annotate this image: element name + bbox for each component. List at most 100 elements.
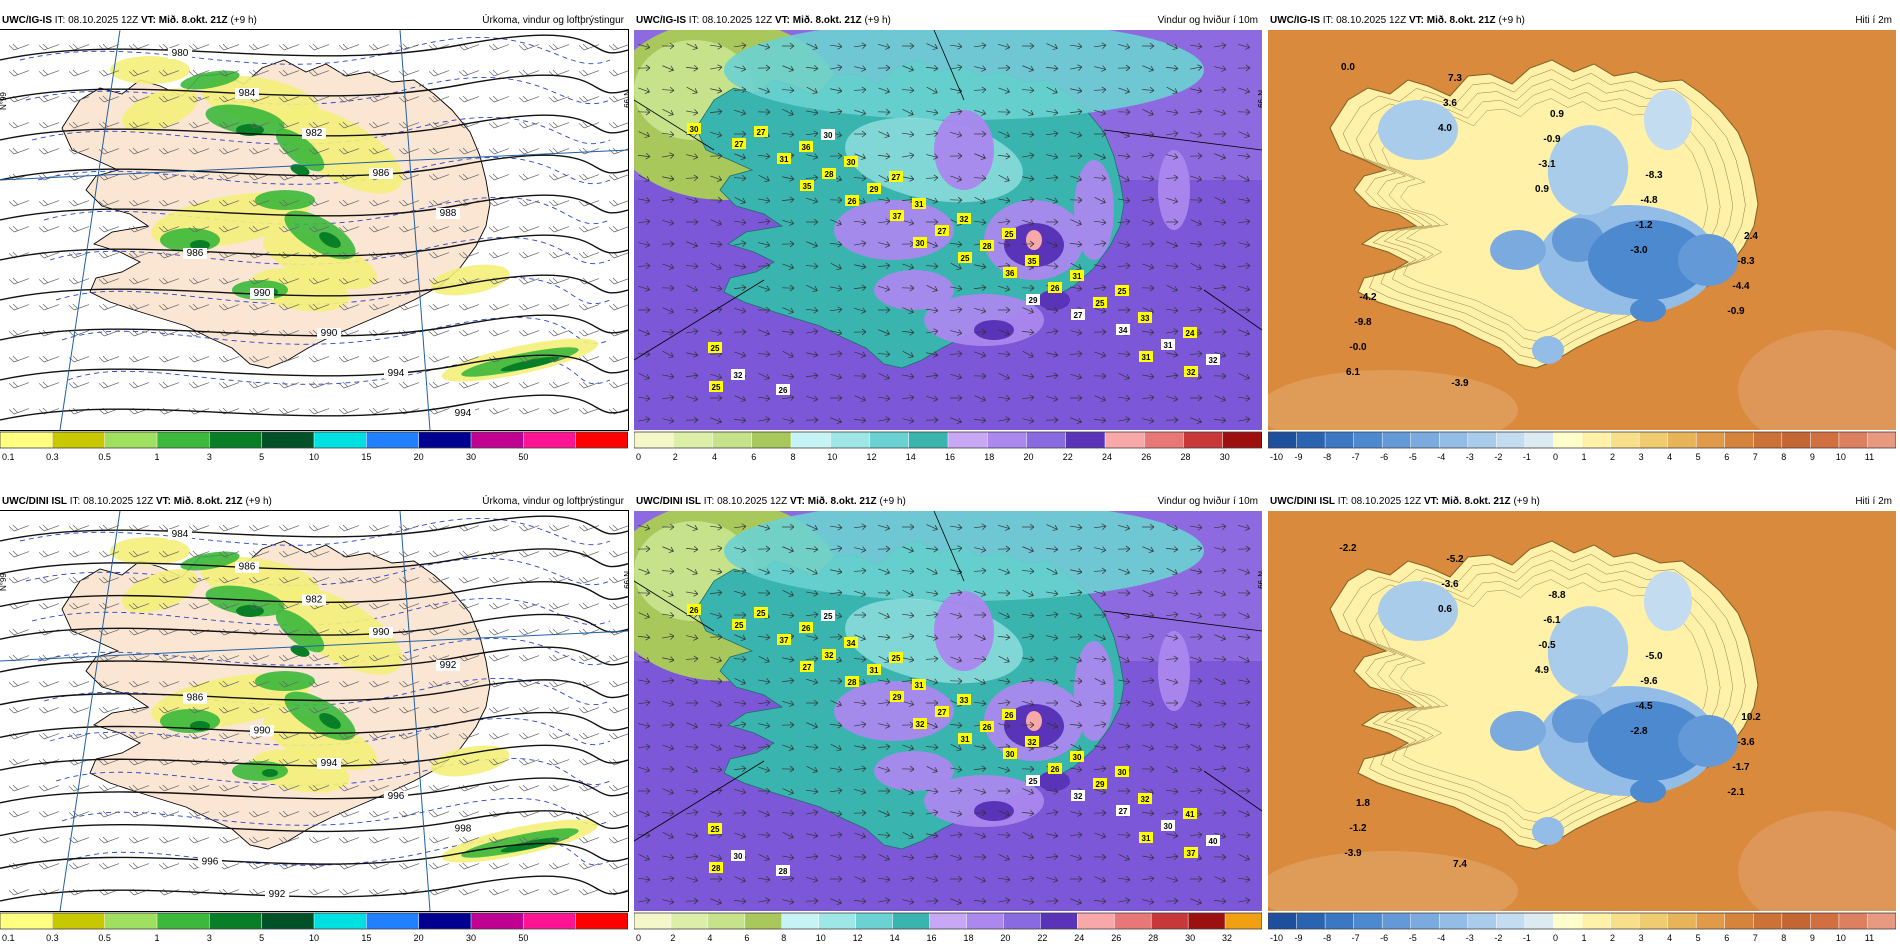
wind-arrow [1237,589,1251,597]
wind-arrow [806,788,819,795]
wind-barb [98,706,120,714]
wind-barb [158,836,180,844]
colorbar-swatch [1753,912,1783,930]
wind-barb [518,329,540,337]
wind-barb [458,303,480,311]
init-time: 08.10.2025 12Z [717,496,788,507]
wind-arrow [710,87,723,94]
latitude-label: N°99 [622,90,628,108]
wind-arrow [758,43,771,50]
precip-area-heavy [319,232,341,248]
wind-arrow [1045,743,1059,751]
wind-barb [548,784,570,792]
colorbar-swatch [855,912,894,930]
wind-arrow [805,743,819,751]
wind-arrow [950,612,963,619]
wind-arrow [1142,744,1154,751]
wind-arrow [782,42,795,50]
wind-arrow [757,831,771,839]
wind-arrow [877,831,891,839]
wind-arrow [638,174,650,182]
precip-area-light [430,264,510,296]
wind-arrow [998,678,1011,685]
wind-barb [68,576,90,584]
wind-barb [398,199,420,207]
wind-arrow [782,523,795,531]
colorbar-swatch [52,431,106,449]
colorbar-swatch [470,912,525,930]
gust-label: 25 [1005,230,1014,239]
wind-arrow [949,831,963,839]
temperature-contour [61,797,611,826]
gust-label: 31 [1073,272,1082,281]
wind-arrow [1213,853,1227,861]
wind-arrow [1142,373,1155,380]
wind-barb [428,576,450,584]
isobar-label: 998 [455,824,472,835]
wind-barb [338,602,360,610]
wind-arrow [1189,152,1203,160]
wind-arrow [638,810,650,817]
wind-arrow [1214,546,1227,553]
wind-arrow [829,721,843,729]
gust-label: 26 [1005,711,1014,720]
precip-area-moderate [255,190,315,210]
wind-arrow [1214,700,1227,707]
wind-barb [8,329,30,337]
wind-barb [338,654,360,662]
wind-arrow [662,417,675,424]
precip-area-heavy [500,356,560,372]
wind-barb [128,706,150,714]
wind-barb [38,836,60,844]
wind-barb [368,732,390,740]
colorbar-swatch [575,912,628,930]
wind-barb [98,784,120,792]
temperature-label: 7.3 [1448,73,1462,84]
wind-arrow [1094,351,1106,358]
isobar-label: 990 [254,725,271,736]
wind-barb [458,732,480,740]
wind-barb [8,524,30,532]
wind-arrow [854,611,867,619]
wind-arrow [829,350,843,358]
temperature-label: 4.9 [1535,665,1549,676]
wind-arrow [830,898,842,905]
wind-barb [158,706,180,714]
temperature-label: -4.4 [1732,281,1750,292]
gust-label: 32 [1187,368,1196,377]
wind-arrow [782,175,795,182]
run-info: UWC/DINI ISL IT: 08.10.2025 12Z VT: Mið.… [636,493,906,511]
wind-arrow [685,655,699,663]
precip-area-light [110,537,190,565]
wind-barb [488,147,510,155]
wind-arrow [1093,853,1107,861]
wind-arrow [1022,612,1035,619]
wind-arrow [661,196,675,204]
wind-arrow [1165,897,1179,905]
wind-arrow [1165,174,1179,182]
wind-arrow [1238,197,1251,204]
wind-arrow [1046,218,1059,226]
wind-barb [98,95,120,103]
isobar [0,314,628,341]
isobar [0,234,628,261]
colorbar-swatch [575,431,628,449]
gust-label: 32 [1141,795,1150,804]
wind-arrow [902,263,914,270]
wind-barb [218,173,240,181]
wind-arrow [637,152,651,160]
wind-field-very-strong [1038,771,1070,791]
wind-barb [158,381,180,389]
wind-arrow [1069,108,1083,116]
wind-barb [128,784,150,792]
colorbar-tick: 24 [1074,933,1084,943]
colorbar-tick: 5 [259,933,264,943]
wind-barb [278,706,300,714]
valid-time: Mið. 8.okt. 21Z [1441,496,1511,507]
colorbar-swatch [1353,912,1383,930]
wind-barb [68,303,90,311]
wind-barb [8,199,30,207]
wind-arrow [1118,43,1131,50]
wind-barb [458,550,480,558]
wind-barb [518,862,540,870]
